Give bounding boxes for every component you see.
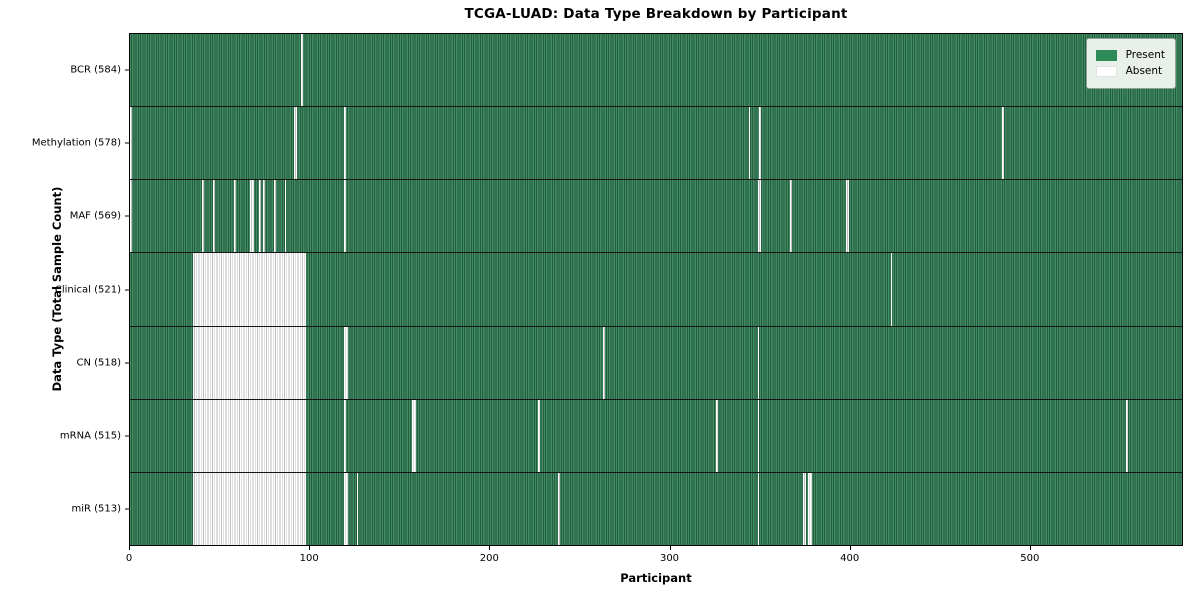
xtick-mark — [129, 546, 130, 550]
ytick-label-BCR: BCR (584) — [70, 64, 121, 76]
absent-mark — [263, 180, 265, 253]
xtick-mark — [849, 546, 851, 550]
absent-mark — [201, 180, 204, 253]
absent-mark — [748, 107, 751, 180]
absent-mark — [757, 326, 760, 399]
legend-entry-present: Present — [1095, 49, 1165, 62]
absent-mark — [757, 180, 762, 253]
xtick-label-100: 100 — [299, 553, 319, 564]
absent-mark — [130, 180, 132, 253]
ytick-mark — [125, 142, 129, 144]
absent-mark — [293, 107, 298, 180]
xtick-mark — [309, 546, 311, 550]
chart-title: TCGA-LUAD: Data Type Breakdown by Partic… — [464, 6, 848, 22]
xtick-label-0: 0 — [125, 553, 133, 564]
absent-mark — [602, 326, 605, 399]
absent-mark — [343, 399, 346, 472]
absent-mark — [538, 399, 540, 472]
absent-mark — [757, 472, 760, 545]
xtick-label-300: 300 — [659, 553, 680, 564]
row-CN — [130, 325, 1182, 399]
row-Methylation — [130, 106, 1182, 180]
absent-mark — [343, 472, 348, 545]
absent-mark — [807, 472, 812, 545]
absent-mark — [845, 180, 850, 253]
xtick-mark — [489, 546, 491, 550]
ytick-mark — [125, 362, 129, 364]
absent-mark — [356, 472, 359, 545]
xtick-mark — [1029, 546, 1031, 550]
row-MAF — [130, 179, 1182, 253]
xtick-label-400: 400 — [840, 553, 860, 564]
absent-mark — [250, 180, 255, 253]
x-axis-title: Participant — [620, 571, 692, 585]
absent-mark — [412, 399, 416, 472]
row-mRNA — [130, 398, 1182, 472]
legend: Present Absent — [1085, 38, 1176, 89]
absent-mark — [192, 472, 307, 545]
xtick-mark — [669, 546, 671, 550]
ytick-mark — [125, 508, 129, 510]
absent-mark — [234, 180, 237, 253]
ytick-label-mRNA: mRNA (515) — [59, 430, 121, 442]
heatmap-rows — [130, 34, 1182, 545]
ytick-mark — [125, 289, 129, 290]
xtick-label-500: 500 — [1020, 553, 1040, 564]
absent-mark — [716, 399, 719, 472]
absent-mark — [557, 472, 560, 545]
absent-mark — [212, 180, 215, 253]
row-Clinical — [130, 252, 1182, 326]
absent-mark — [192, 399, 307, 472]
ytick-label-MAF: MAF (569) — [69, 210, 121, 222]
absent-mark — [789, 180, 792, 253]
plot-area: Present Absent — [129, 33, 1183, 546]
absent-mark — [192, 326, 307, 399]
absent-mark — [343, 107, 346, 180]
ytick-label-miR: miR (513) — [71, 503, 121, 515]
xtick-label-200: 200 — [479, 553, 499, 564]
absent-mark — [890, 253, 893, 326]
ytick-label-CN: CN (518) — [76, 357, 121, 369]
ytick-mark — [125, 69, 129, 71]
absent-swatch-icon — [1095, 66, 1117, 77]
present-swatch-icon — [1095, 50, 1117, 61]
absent-mark — [273, 180, 276, 253]
row-BCR — [130, 34, 1182, 107]
absent-mark — [300, 34, 303, 107]
ytick-mark — [125, 215, 129, 217]
absent-mark — [759, 107, 762, 180]
legend-entry-absent: Absent — [1095, 65, 1165, 78]
ytick-mark — [125, 435, 129, 437]
absent-mark — [259, 180, 262, 253]
absent-mark — [802, 472, 807, 545]
row-miR — [130, 471, 1182, 545]
absent-mark — [757, 399, 760, 472]
absent-mark — [284, 180, 287, 253]
ytick-label-Clinical: Clinical (521) — [54, 284, 121, 295]
legend-label-absent: Absent — [1125, 65, 1163, 77]
absent-mark — [192, 253, 307, 326]
absent-mark — [343, 180, 346, 253]
absent-mark — [1002, 107, 1004, 180]
legend-label-present: Present — [1125, 49, 1165, 61]
absent-mark — [343, 326, 348, 399]
ytick-label-Methylation: Methylation (578) — [31, 137, 121, 149]
absent-mark — [130, 107, 132, 180]
absent-mark — [1126, 399, 1129, 472]
